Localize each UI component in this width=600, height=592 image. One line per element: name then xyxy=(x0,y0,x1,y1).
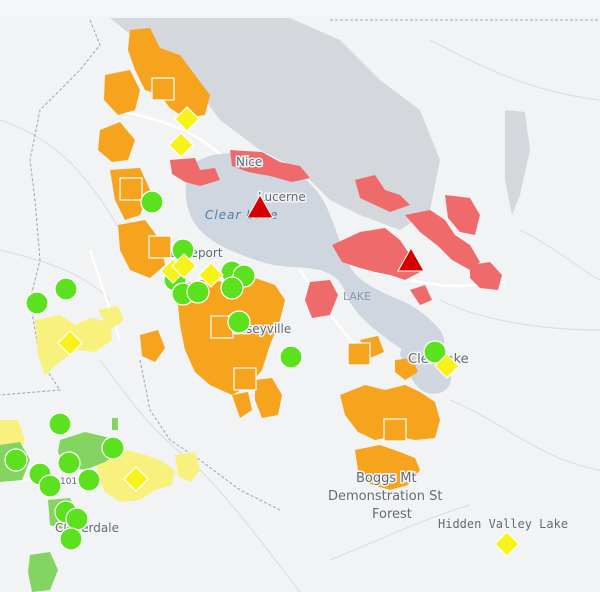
label-nice: Nice xyxy=(236,155,262,169)
map-labels: Nice Lucerne Clear Lake Lakeport Kelseyv… xyxy=(54,154,570,537)
green-circle-marker[interactable] xyxy=(25,291,49,315)
label-hwy-101: 101 xyxy=(60,477,77,487)
green-circle-marker[interactable] xyxy=(186,280,210,304)
green-circle-marker[interactable] xyxy=(77,468,101,492)
green-circle-marker[interactable] xyxy=(279,345,303,369)
map-top-edge xyxy=(0,0,600,16)
green-circle-marker[interactable] xyxy=(4,448,28,472)
orange-square-marker[interactable] xyxy=(148,235,172,259)
yellow-diamond-marker[interactable] xyxy=(168,132,194,158)
red-triangle-marker[interactable] xyxy=(397,246,425,272)
clearlake-water-arm xyxy=(400,330,451,394)
orange-square-marker[interactable] xyxy=(119,177,143,201)
green-circle-marker[interactable] xyxy=(57,451,81,475)
green-circle-marker[interactable] xyxy=(48,412,72,436)
label-boggs-line1: Boggs Mt xyxy=(356,471,417,486)
green-circle-marker[interactable] xyxy=(220,276,244,300)
yellow-diamond-marker[interactable] xyxy=(57,330,83,356)
green-circle-marker[interactable] xyxy=(227,310,251,334)
green-circle-marker[interactable] xyxy=(140,190,164,214)
yellow-diamond-marker[interactable] xyxy=(123,466,149,492)
label-boggs-line2: Demonstration St xyxy=(328,489,442,504)
green-circle-marker[interactable] xyxy=(65,507,89,531)
label-lake-county: LAKE xyxy=(343,290,371,303)
green-circle-marker[interactable] xyxy=(54,277,78,301)
yellow-diamond-marker[interactable] xyxy=(174,106,200,132)
orange-square-marker[interactable] xyxy=(151,77,175,101)
red-triangle-markers[interactable] xyxy=(246,193,425,272)
label-lucerne: Lucerne xyxy=(258,190,306,204)
green-circle-marker[interactable] xyxy=(423,340,447,364)
green-circle-marker[interactable] xyxy=(38,474,62,498)
yellow-diamond-marker[interactable] xyxy=(434,353,460,379)
label-hidden-valley-lake: Hidden Valley Lake xyxy=(438,517,568,531)
yellow-diamond-markers[interactable] xyxy=(57,106,520,557)
yellow-diamond-marker[interactable] xyxy=(494,531,520,557)
yellow-diamond-marker[interactable] xyxy=(171,253,197,279)
label-boggs-line3: Forest xyxy=(372,507,412,522)
forest-area xyxy=(110,18,440,230)
green-circle-markers[interactable] xyxy=(4,190,447,551)
green-circle-marker[interactable] xyxy=(101,436,125,460)
orange-square-marker[interactable] xyxy=(233,367,257,391)
red-zones xyxy=(170,150,502,318)
orange-square-marker[interactable] xyxy=(383,418,407,442)
green-circle-marker[interactable] xyxy=(59,527,83,551)
orange-square-marker[interactable] xyxy=(347,342,371,366)
yellow-diamond-marker[interactable] xyxy=(198,262,224,288)
red-triangle-marker[interactable] xyxy=(246,193,274,219)
forest-area-east xyxy=(505,110,530,215)
clear-lake-water xyxy=(185,153,445,357)
terrain-lines xyxy=(0,39,600,592)
